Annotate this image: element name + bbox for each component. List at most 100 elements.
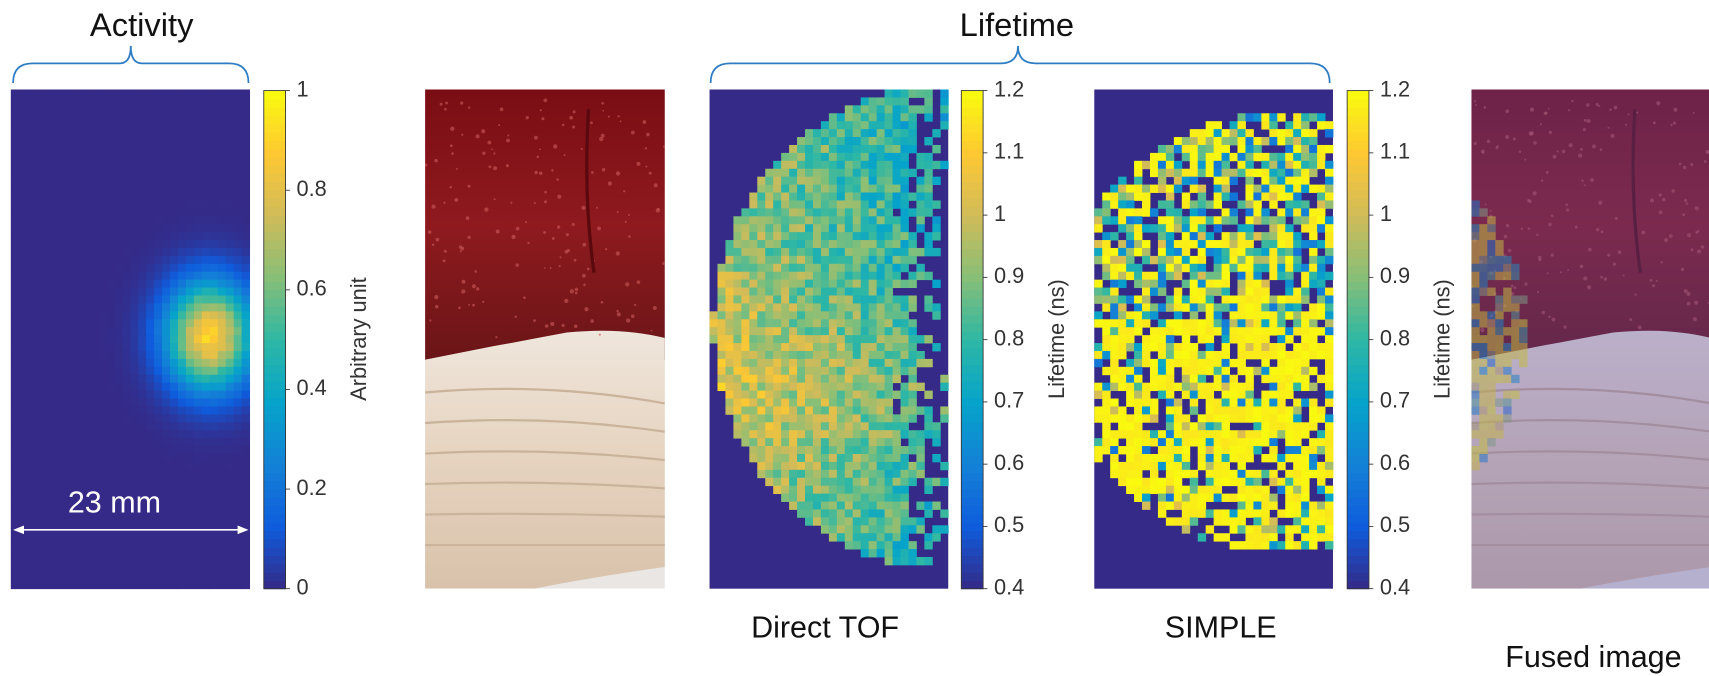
pixel: [845, 232, 853, 240]
speck: [543, 98, 547, 102]
pixel: [234, 319, 242, 327]
pixel: [789, 185, 797, 193]
pixel: [1198, 161, 1206, 169]
speck: [575, 292, 578, 295]
pixel: [1277, 391, 1285, 399]
pixel: [1277, 486, 1285, 494]
pixel: [178, 367, 186, 375]
pixel: [138, 383, 146, 391]
pixel: [725, 343, 733, 351]
pixel: [67, 414, 75, 422]
pixel: [210, 422, 218, 430]
pixel: [194, 462, 202, 470]
pixel: [1174, 145, 1182, 153]
pixel: [1174, 248, 1182, 256]
pixel: [853, 105, 861, 113]
pixel: [757, 216, 765, 224]
pixel: [194, 406, 202, 414]
pixel: [43, 311, 51, 319]
pixel: [51, 573, 59, 581]
pixel: [234, 169, 242, 177]
pixel: [900, 351, 908, 359]
pixel: [853, 343, 861, 351]
speck: [454, 198, 458, 202]
pixel: [59, 137, 67, 145]
pixel: [75, 438, 83, 446]
pixel: [1190, 280, 1198, 288]
pixel: [1285, 335, 1293, 343]
pixel: [877, 494, 885, 502]
pixel: [1102, 288, 1110, 296]
pixel: [1166, 454, 1174, 462]
pixel: [805, 343, 813, 351]
pixel: [106, 573, 114, 581]
pixel: [170, 438, 178, 446]
pixel: [821, 296, 829, 304]
pixel: [178, 470, 186, 478]
pixel: [1230, 414, 1238, 422]
pixel: [90, 129, 98, 137]
pixel: [1253, 422, 1261, 430]
speck: [654, 183, 658, 187]
pixel: [1166, 517, 1174, 525]
pixel: [1285, 509, 1293, 517]
pixel: [1301, 280, 1309, 288]
pixel: [813, 351, 821, 359]
speck: [625, 221, 627, 223]
pixel: [130, 169, 138, 177]
pixel: [1285, 422, 1293, 430]
pixel: [1285, 256, 1293, 264]
pixel: [202, 517, 210, 525]
pixel: [885, 105, 893, 113]
speck: [541, 117, 544, 120]
pixel: [242, 145, 250, 153]
pixel: [1158, 335, 1166, 343]
pixel: [1166, 256, 1174, 264]
pixel: [27, 446, 35, 454]
pixel: [837, 311, 845, 319]
pixel: [1166, 422, 1174, 430]
pixel: [908, 145, 916, 153]
pixel: [98, 549, 106, 557]
pixel: [893, 367, 901, 375]
pixel: [51, 430, 59, 438]
pixel: [1102, 193, 1110, 201]
pixel: [797, 208, 805, 216]
pixel: [1134, 462, 1142, 470]
pixel: [813, 383, 821, 391]
pixel: [1325, 169, 1333, 177]
pixel: [940, 97, 948, 105]
pixel: [19, 232, 27, 240]
pixel: [1206, 438, 1214, 446]
pixel: [218, 565, 226, 573]
pixel: [1198, 494, 1206, 502]
pixel: [130, 399, 138, 407]
pixel: [218, 383, 226, 391]
pixel: [1245, 200, 1253, 208]
pixel: [1301, 145, 1309, 153]
pixel: [908, 375, 916, 383]
pixel: [19, 240, 27, 248]
pixel: [940, 113, 948, 121]
pixel: [789, 375, 797, 383]
pixel: [908, 351, 916, 359]
pixel: [1214, 303, 1222, 311]
pixel: [1245, 454, 1253, 462]
pixel: [154, 541, 162, 549]
pixel: [900, 296, 908, 304]
pixel: [1174, 240, 1182, 248]
pixel: [1214, 311, 1222, 319]
pixel: [1190, 288, 1198, 296]
pixel: [1142, 343, 1150, 351]
speck: [663, 146, 665, 148]
pixel: [1206, 129, 1214, 137]
pixel: [19, 462, 27, 470]
pixel: [924, 105, 932, 113]
pixel: [1285, 502, 1293, 510]
pixel: [1285, 391, 1293, 399]
pixel: [1261, 414, 1269, 422]
pixel: [59, 367, 67, 375]
pixel: [765, 462, 773, 470]
pixel: [130, 446, 138, 454]
pixel: [1253, 185, 1261, 193]
